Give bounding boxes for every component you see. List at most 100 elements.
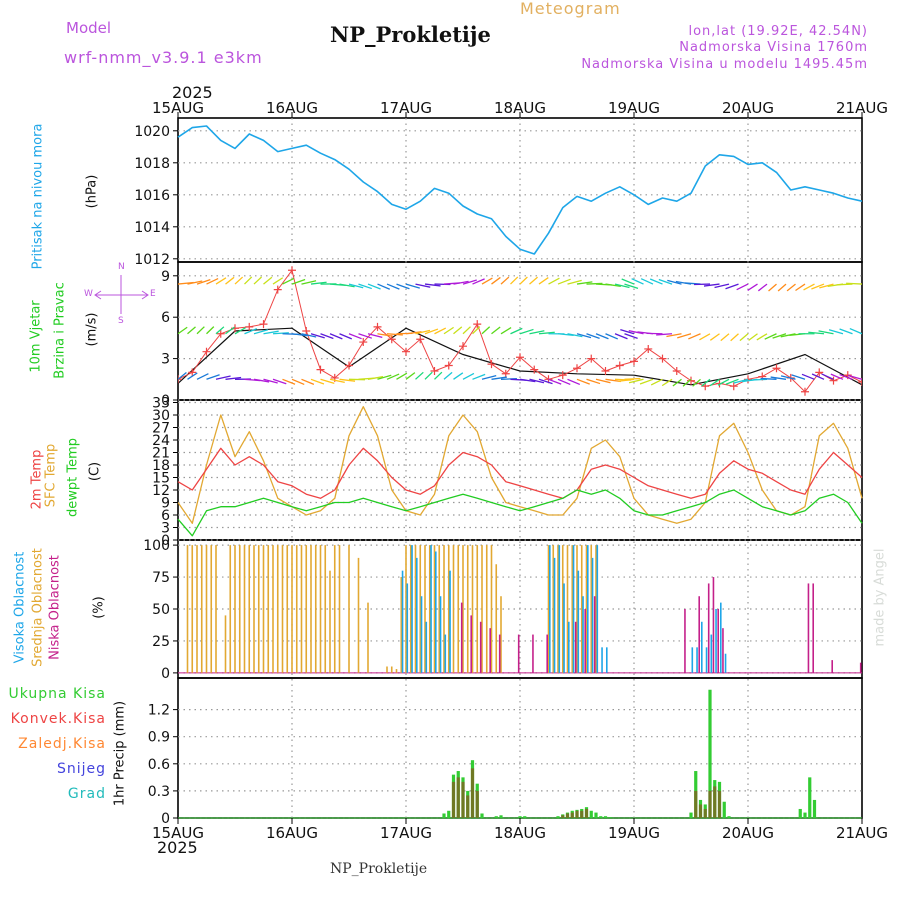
wind-arrow [206,326,215,335]
wind-arrow [576,378,590,385]
precip-total-bar [727,816,731,818]
wind-arrow [206,278,219,285]
page-title: NP_Prokletije [330,22,491,47]
precip-total-bar [608,817,612,818]
pressure-ytick-label: 1016 [134,188,170,204]
wind-arrow [747,283,758,291]
wind-arrow [196,373,209,380]
wind-speed-marker [216,329,225,338]
wind-arrow [567,378,581,386]
precip-conv-bar [580,810,584,818]
wind-arrow [367,333,383,339]
wind-arrow [320,333,334,340]
temp2m-line [177,447,863,499]
precip-total-bar [518,816,522,818]
wind-arrow [628,378,644,384]
wind-arrow [618,378,635,382]
wind-arrow [339,378,356,382]
wind-arrow [760,377,777,380]
wind-arrow [803,283,815,291]
wind-arrow [510,276,519,285]
wind-arrow [672,378,682,387]
temp-ytick-label: 0 [161,533,170,549]
year-bottom: 2025 [157,838,198,857]
wind-arrow [846,282,862,285]
wind-speed-marker [829,376,838,385]
date-label-top: 16AUG [266,99,318,117]
temp-ytick-label: 30 [152,408,170,424]
wind-speed-marker [672,367,681,376]
temp-ytick-label: 24 [152,433,170,449]
wind-arrow [453,326,463,335]
temp-ytick-label: 33 [152,396,170,412]
wind-ytick-label: 0 [161,393,170,409]
wind-arrow [757,283,768,292]
wind-arrow [658,278,673,285]
wind-arrow [567,333,583,338]
temp-ytick-label: 15 [152,471,170,487]
wind-arrow [472,278,485,285]
wind-arrow [282,277,295,285]
wind-arrow [215,375,231,380]
wind-arrow [405,372,416,380]
wind-arrow [725,378,739,385]
precip-conv-bar [703,808,707,818]
wind-arrow [358,333,373,339]
wind-speed-marker [459,342,467,351]
wind-ytick-label: 6 [161,310,170,326]
wind-arrow [709,378,720,387]
date-label-top: 15AUG [152,99,204,117]
wind-speed-marker [288,266,296,275]
wind-arrow [786,283,796,292]
wind-speed-marker [644,344,653,353]
temp-ytick-label: 27 [152,421,170,437]
wind-speed-marker [615,361,624,370]
wind-arrow [462,372,475,380]
wind-arrow [244,328,258,335]
wind-arrow [377,333,393,337]
wind-arrow [529,378,545,384]
wind-arrow [650,378,663,386]
cloud-ytick-label: 100 [143,538,170,554]
wind-arrow [821,373,834,380]
pressure-ytick-label: 1012 [134,252,170,268]
wind-arrow [367,283,381,290]
wind-arrow [263,378,278,384]
wind-arrow [819,283,834,289]
date-label-top: 19AUG [608,99,660,117]
wind-arrow [557,378,571,386]
wind-speed-marker [373,322,382,331]
wind-arrow [386,333,403,336]
wind-speed-marker [188,368,197,377]
wind-arrow [263,276,273,285]
wind-arrow [780,375,796,380]
wind-arrow [481,326,491,335]
precip-ytick-label: 0.3 [148,784,170,800]
wind-arrow [339,283,355,288]
wind-arrow [225,326,235,335]
wind-speed-marker [630,357,638,366]
wind-speed-marker [573,364,581,373]
wind-arrow [667,279,682,285]
wind-arrow [225,376,242,380]
wind-arrow [661,378,673,387]
precip-total-bar [603,816,608,818]
wind-arrow [576,333,592,339]
wind-arrow [415,283,431,288]
precip-total-bar [499,815,503,818]
wind-arrow [253,329,269,335]
wind-arrow [847,374,862,380]
wind-arrow [739,333,749,342]
wind-arrow [206,374,220,380]
wind-gust-line [178,327,862,386]
wind-arrow [405,283,420,289]
precip-total-bar [689,812,693,818]
wind-arrow [310,333,325,339]
wind-arrow [720,333,730,342]
wind-arrow [519,378,536,383]
wind-arrow [751,378,768,381]
precip-ytick-label: 1.2 [148,703,170,719]
wind-speed-marker [430,367,439,376]
wind-arrow [386,373,400,380]
precip-ytick-label: 0.9 [148,730,170,746]
